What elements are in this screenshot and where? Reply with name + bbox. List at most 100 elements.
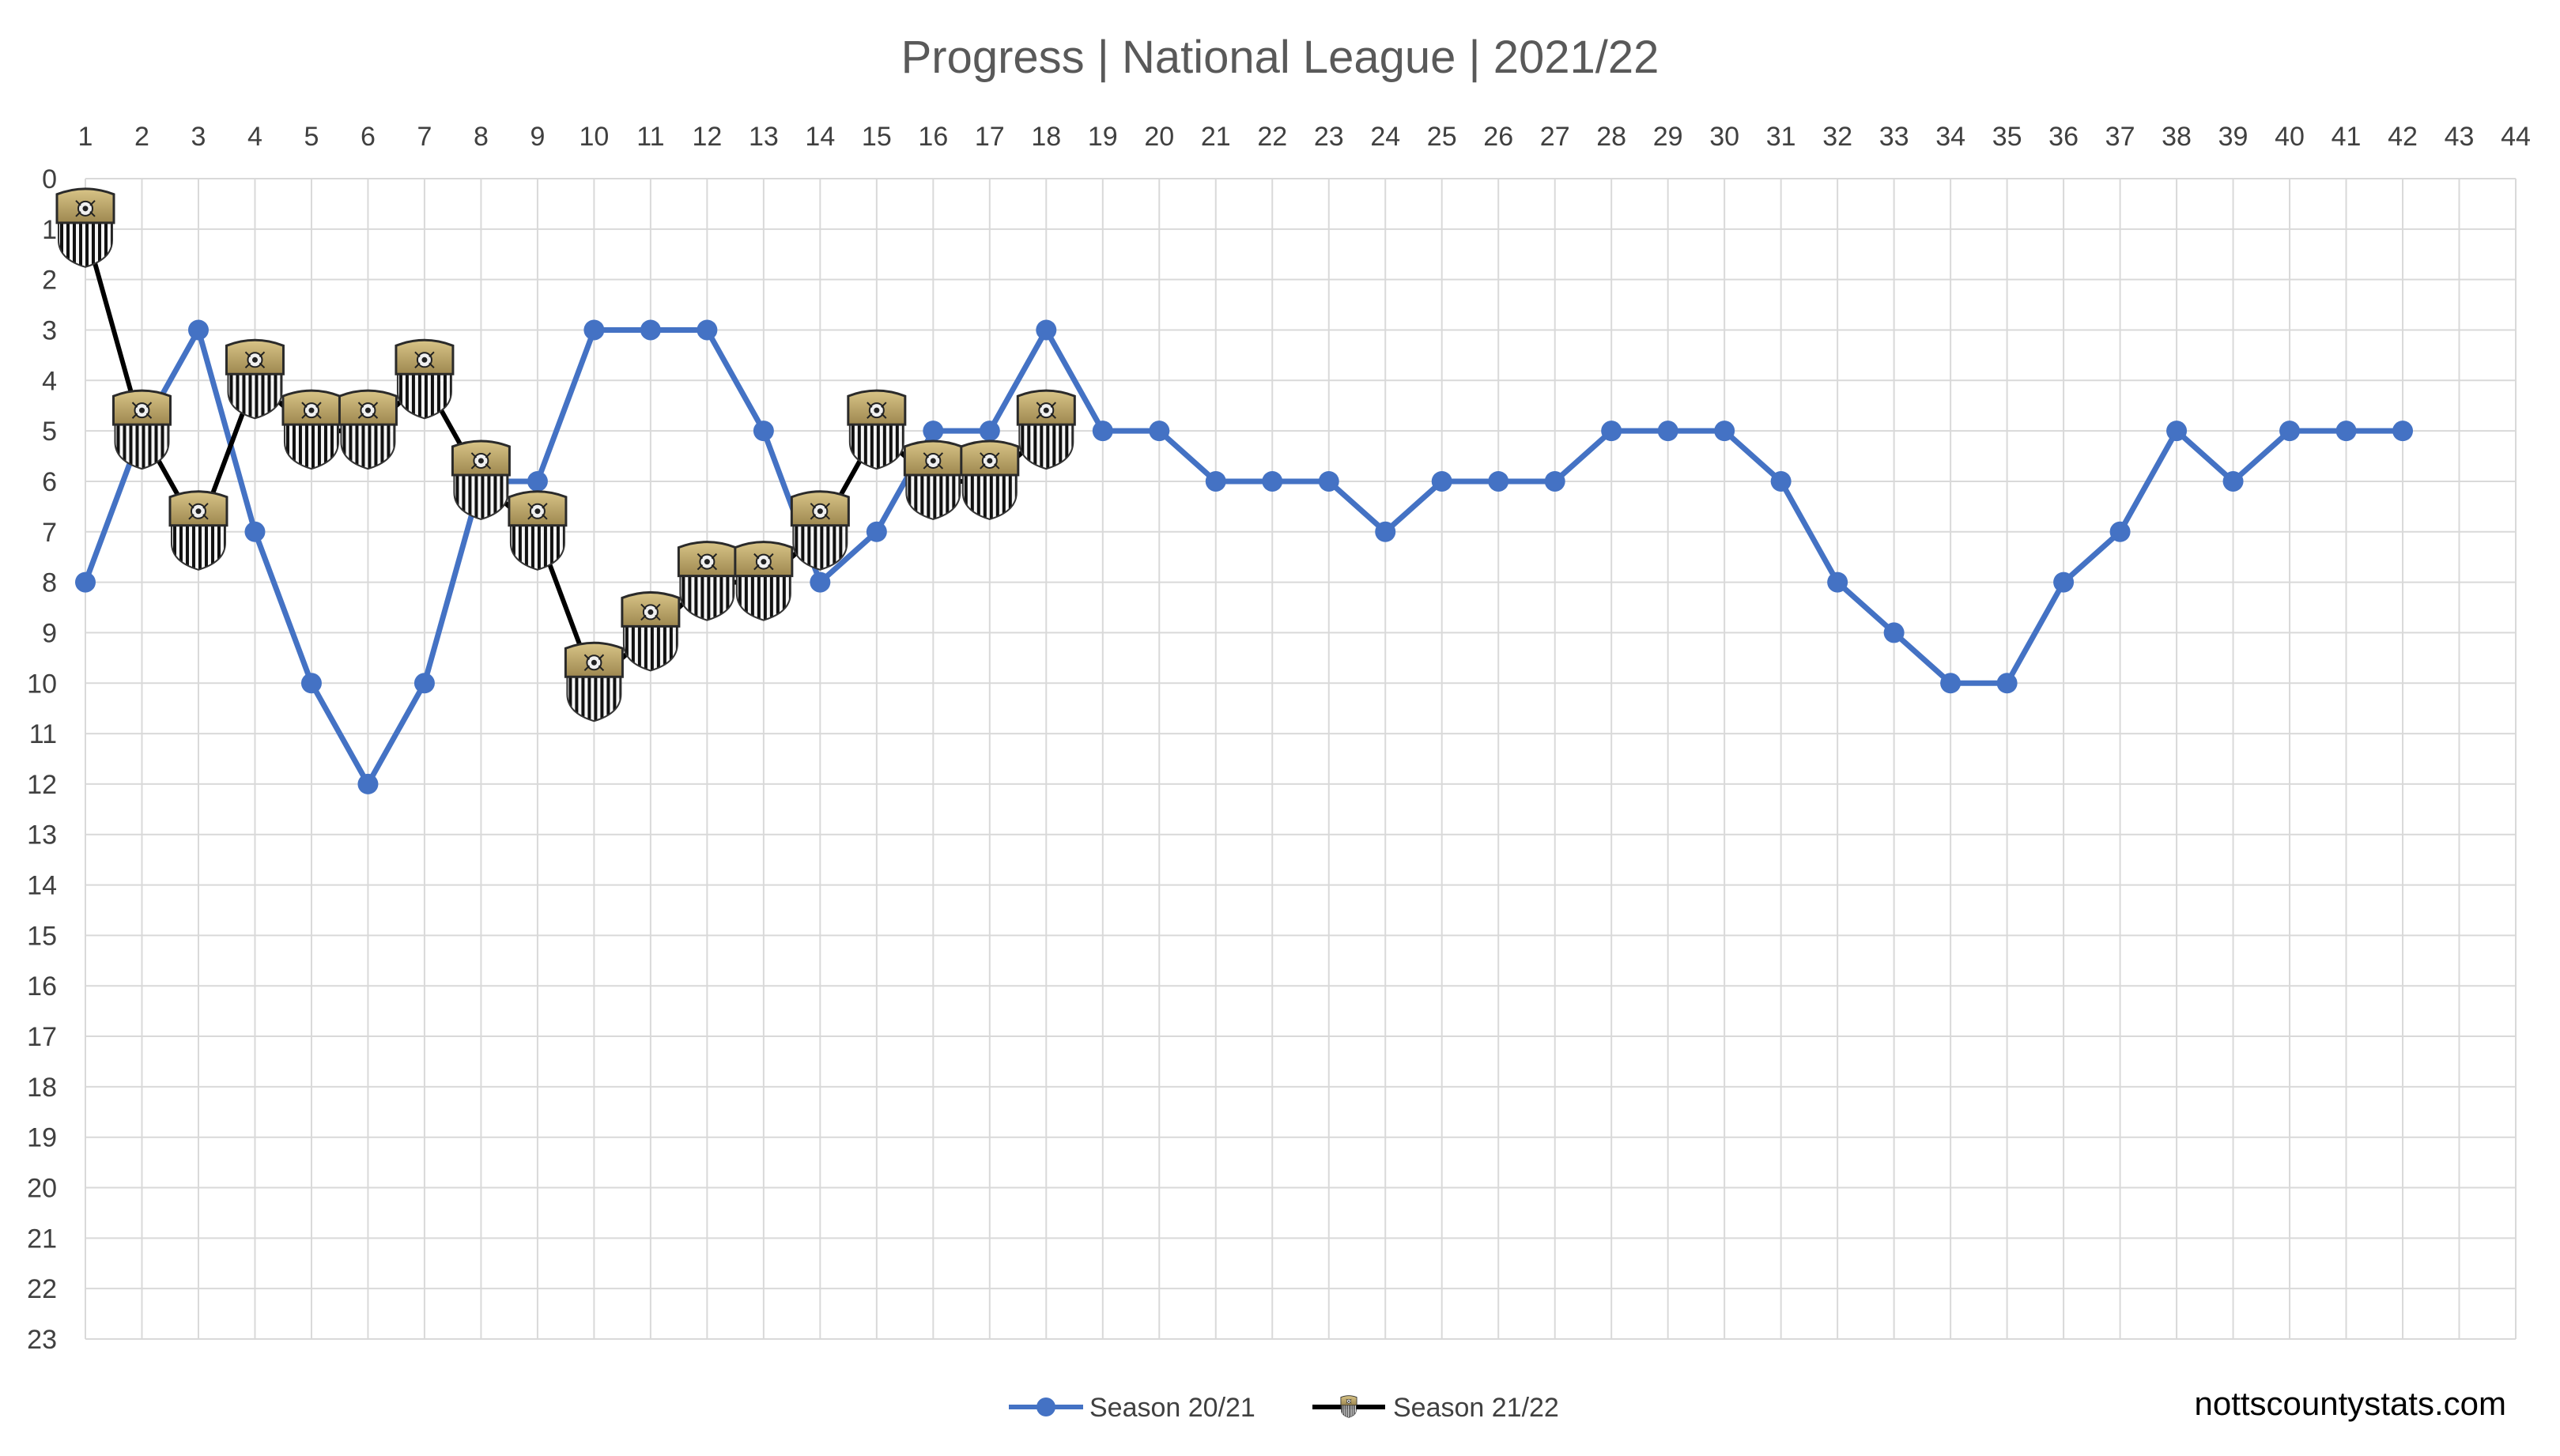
plot-area xyxy=(55,187,2414,794)
y-tick-label: 21 xyxy=(27,1224,57,1254)
data-point xyxy=(2279,421,2301,442)
data-point xyxy=(527,470,548,492)
y-tick-label: 10 xyxy=(27,669,57,699)
x-axis-ticks: 1 2 3 4 5 6 7 8 9 10 11 12 13 14 15 16 17 18 19 20 21 22 23 24 2… xyxy=(78,122,2531,152)
y-tick-label: 4 xyxy=(42,366,57,396)
data-point xyxy=(1036,319,1057,341)
crest-data-point xyxy=(168,490,228,571)
y-tick-label: 12 xyxy=(27,770,57,800)
x-tick-label: 10 xyxy=(579,122,609,152)
x-tick-label: 34 xyxy=(1935,122,1965,152)
data-point xyxy=(923,421,944,442)
crest-data-point xyxy=(847,389,907,470)
x-tick-label: 3 xyxy=(191,122,206,152)
x-tick-label: 27 xyxy=(1540,122,1570,152)
data-point xyxy=(697,319,718,341)
legend-item-season-20-21[interactable]: Season 20/21 xyxy=(1009,1393,1255,1423)
crest-data-point xyxy=(621,590,681,672)
crest-data-point xyxy=(111,389,172,470)
crest-data-point xyxy=(677,541,737,622)
x-tick-label: 4 xyxy=(247,122,262,152)
x-tick-label: 26 xyxy=(1483,122,1513,152)
y-tick-label: 22 xyxy=(27,1274,57,1304)
data-point xyxy=(300,673,322,694)
x-tick-label: 28 xyxy=(1596,122,1626,152)
y-tick-label: 11 xyxy=(29,719,57,749)
data-point xyxy=(640,319,661,341)
y-tick-label: 23 xyxy=(27,1325,57,1355)
x-tick-label: 33 xyxy=(1879,122,1909,152)
data-point xyxy=(866,521,887,542)
data-point xyxy=(1092,421,1113,442)
y-tick-label: 8 xyxy=(42,568,57,598)
data-point xyxy=(2166,421,2188,442)
x-tick-label: 16 xyxy=(918,122,948,152)
data-point xyxy=(979,421,1000,442)
data-point xyxy=(357,773,379,794)
x-tick-label: 38 xyxy=(2162,122,2192,152)
data-point xyxy=(1940,673,1962,694)
x-tick-label: 19 xyxy=(1088,122,1118,152)
y-tick-label: 13 xyxy=(27,820,57,851)
data-point xyxy=(1883,622,1905,643)
crest-data-point xyxy=(55,187,115,269)
x-tick-label: 13 xyxy=(749,122,779,152)
x-tick-label: 30 xyxy=(1709,122,1739,152)
x-tick-label: 11 xyxy=(636,122,664,152)
data-point xyxy=(1996,673,2018,694)
crest-data-point xyxy=(734,541,794,622)
data-point xyxy=(1714,421,1735,442)
data-point xyxy=(1149,421,1170,442)
x-tick-label: 43 xyxy=(2445,122,2475,152)
y-tick-label: 17 xyxy=(27,1022,57,1052)
data-point xyxy=(753,421,774,442)
y-tick-label: 2 xyxy=(42,266,57,296)
x-tick-label: 5 xyxy=(304,122,319,152)
data-point xyxy=(75,571,96,593)
legend-label-season-20-21: Season 20/21 xyxy=(1089,1393,1255,1423)
legend-marker-season-20-21 xyxy=(1036,1398,1055,1416)
data-point xyxy=(1205,470,1226,492)
series-line-season-21-22 xyxy=(83,228,1048,686)
crest-data-point xyxy=(508,490,568,571)
y-tick-label: 1 xyxy=(42,215,57,245)
series-season-21-22 xyxy=(55,187,1076,722)
y-tick-label: 6 xyxy=(42,467,57,497)
data-point xyxy=(187,319,209,341)
y-tick-label: 0 xyxy=(42,164,57,194)
crest-data-point xyxy=(790,490,850,571)
data-point xyxy=(1488,470,1509,492)
x-tick-label: 8 xyxy=(474,122,489,152)
y-tick-label: 19 xyxy=(27,1123,57,1153)
x-tick-label: 23 xyxy=(1314,122,1344,152)
data-point xyxy=(2109,521,2131,542)
x-tick-label: 14 xyxy=(805,122,835,152)
watermark-text: nottscountystats.com xyxy=(2194,1385,2506,1422)
y-tick-label: 9 xyxy=(42,618,57,648)
chart-title: Progress | National League | 2021/22 xyxy=(901,32,1659,83)
x-tick-label: 1 xyxy=(78,122,93,152)
x-tick-label: 24 xyxy=(1370,122,1400,152)
x-tick-label: 42 xyxy=(2388,122,2418,152)
x-tick-label: 29 xyxy=(1653,122,1683,152)
legend-item-season-21-22[interactable]: Season 21/22 xyxy=(1312,1393,1559,1423)
data-point xyxy=(1318,470,1339,492)
data-point xyxy=(1657,421,1678,442)
data-point xyxy=(1544,470,1565,492)
x-tick-label: 36 xyxy=(2048,122,2079,152)
data-point xyxy=(810,571,831,593)
y-tick-label: 3 xyxy=(42,315,57,345)
x-tick-label: 41 xyxy=(2332,122,2362,152)
crest-data-point xyxy=(960,439,1020,521)
y-tick-label: 5 xyxy=(42,417,57,447)
data-point xyxy=(1770,470,1792,492)
crest-data-point xyxy=(1016,389,1076,470)
crest-data-point xyxy=(225,338,285,420)
x-tick-label: 21 xyxy=(1201,122,1231,152)
data-point xyxy=(2222,470,2244,492)
data-point xyxy=(1262,470,1283,492)
x-tick-label: 20 xyxy=(1144,122,1174,152)
x-tick-label: 35 xyxy=(1992,122,2022,152)
y-tick-label: 18 xyxy=(27,1073,57,1103)
x-tick-label: 22 xyxy=(1257,122,1287,152)
